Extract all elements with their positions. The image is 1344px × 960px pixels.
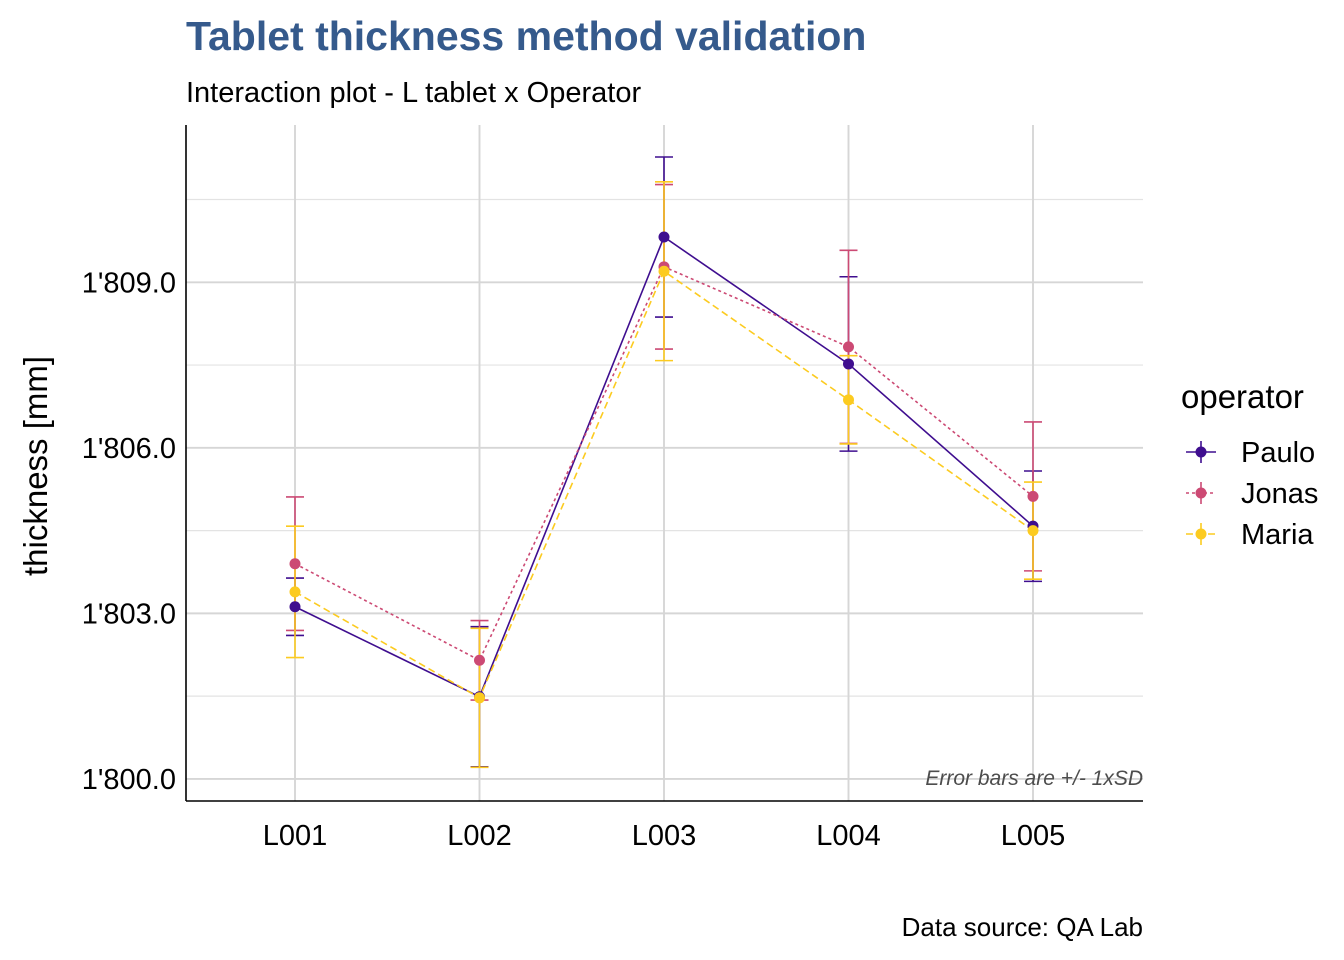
x-tick-label: L002 xyxy=(447,820,512,852)
tick-labels: 1'800.0 1'803.0 1'806.0 1'809.0 L001 L002 L003… xyxy=(82,267,1066,852)
legend-label: Jonas xyxy=(1241,478,1318,510)
data-source-caption: Data source: QA Lab xyxy=(902,912,1143,942)
x-tick-label: L001 xyxy=(263,820,328,852)
y-tick-label: 1'806.0 xyxy=(82,433,176,465)
legend: operator Paulo Jonas Maria xyxy=(1181,378,1318,551)
x-tick-label: L005 xyxy=(1001,820,1066,852)
y-tick-label: 1'800.0 xyxy=(82,764,176,796)
data-series xyxy=(286,156,1042,769)
data-point-maria xyxy=(474,692,485,704)
data-point-jonas xyxy=(1027,490,1039,502)
data-point-paulo xyxy=(658,231,670,243)
legend-item-paulo: Paulo xyxy=(1186,437,1315,469)
legend-key-point xyxy=(1195,446,1207,458)
data-point-maria xyxy=(289,586,301,598)
x-tick-label: L004 xyxy=(816,820,881,852)
y-tick-label: 1'803.0 xyxy=(82,598,176,630)
data-point-maria xyxy=(658,265,670,277)
data-point-paulo xyxy=(289,601,301,613)
x-tick-label: L003 xyxy=(632,820,697,852)
legend-label: Paulo xyxy=(1241,437,1315,469)
legend-label: Maria xyxy=(1241,519,1314,551)
data-point-jonas xyxy=(289,558,301,570)
legend-key-point xyxy=(1195,487,1207,499)
axes xyxy=(185,125,1143,802)
data-point-maria xyxy=(843,394,854,406)
y-tick-label: 1'809.0 xyxy=(82,267,176,299)
chart-title: Tablet thickness method validation xyxy=(186,13,866,59)
data-point-jonas xyxy=(843,341,854,353)
data-point-paulo xyxy=(843,358,854,370)
legend-key-point xyxy=(1195,528,1207,540)
legend-item-maria: Maria xyxy=(1186,519,1314,551)
legend-item-jonas: Jonas xyxy=(1186,478,1318,510)
data-point-jonas xyxy=(474,654,485,666)
error-bar-note: Error bars are +/- 1xSD xyxy=(925,767,1143,790)
y-axis-title: thickness [mm] xyxy=(17,356,54,576)
legend-title: operator xyxy=(1181,378,1304,415)
data-point-maria xyxy=(1027,525,1039,537)
chart-subtitle: Interaction plot - L tablet x Operator xyxy=(186,77,641,109)
